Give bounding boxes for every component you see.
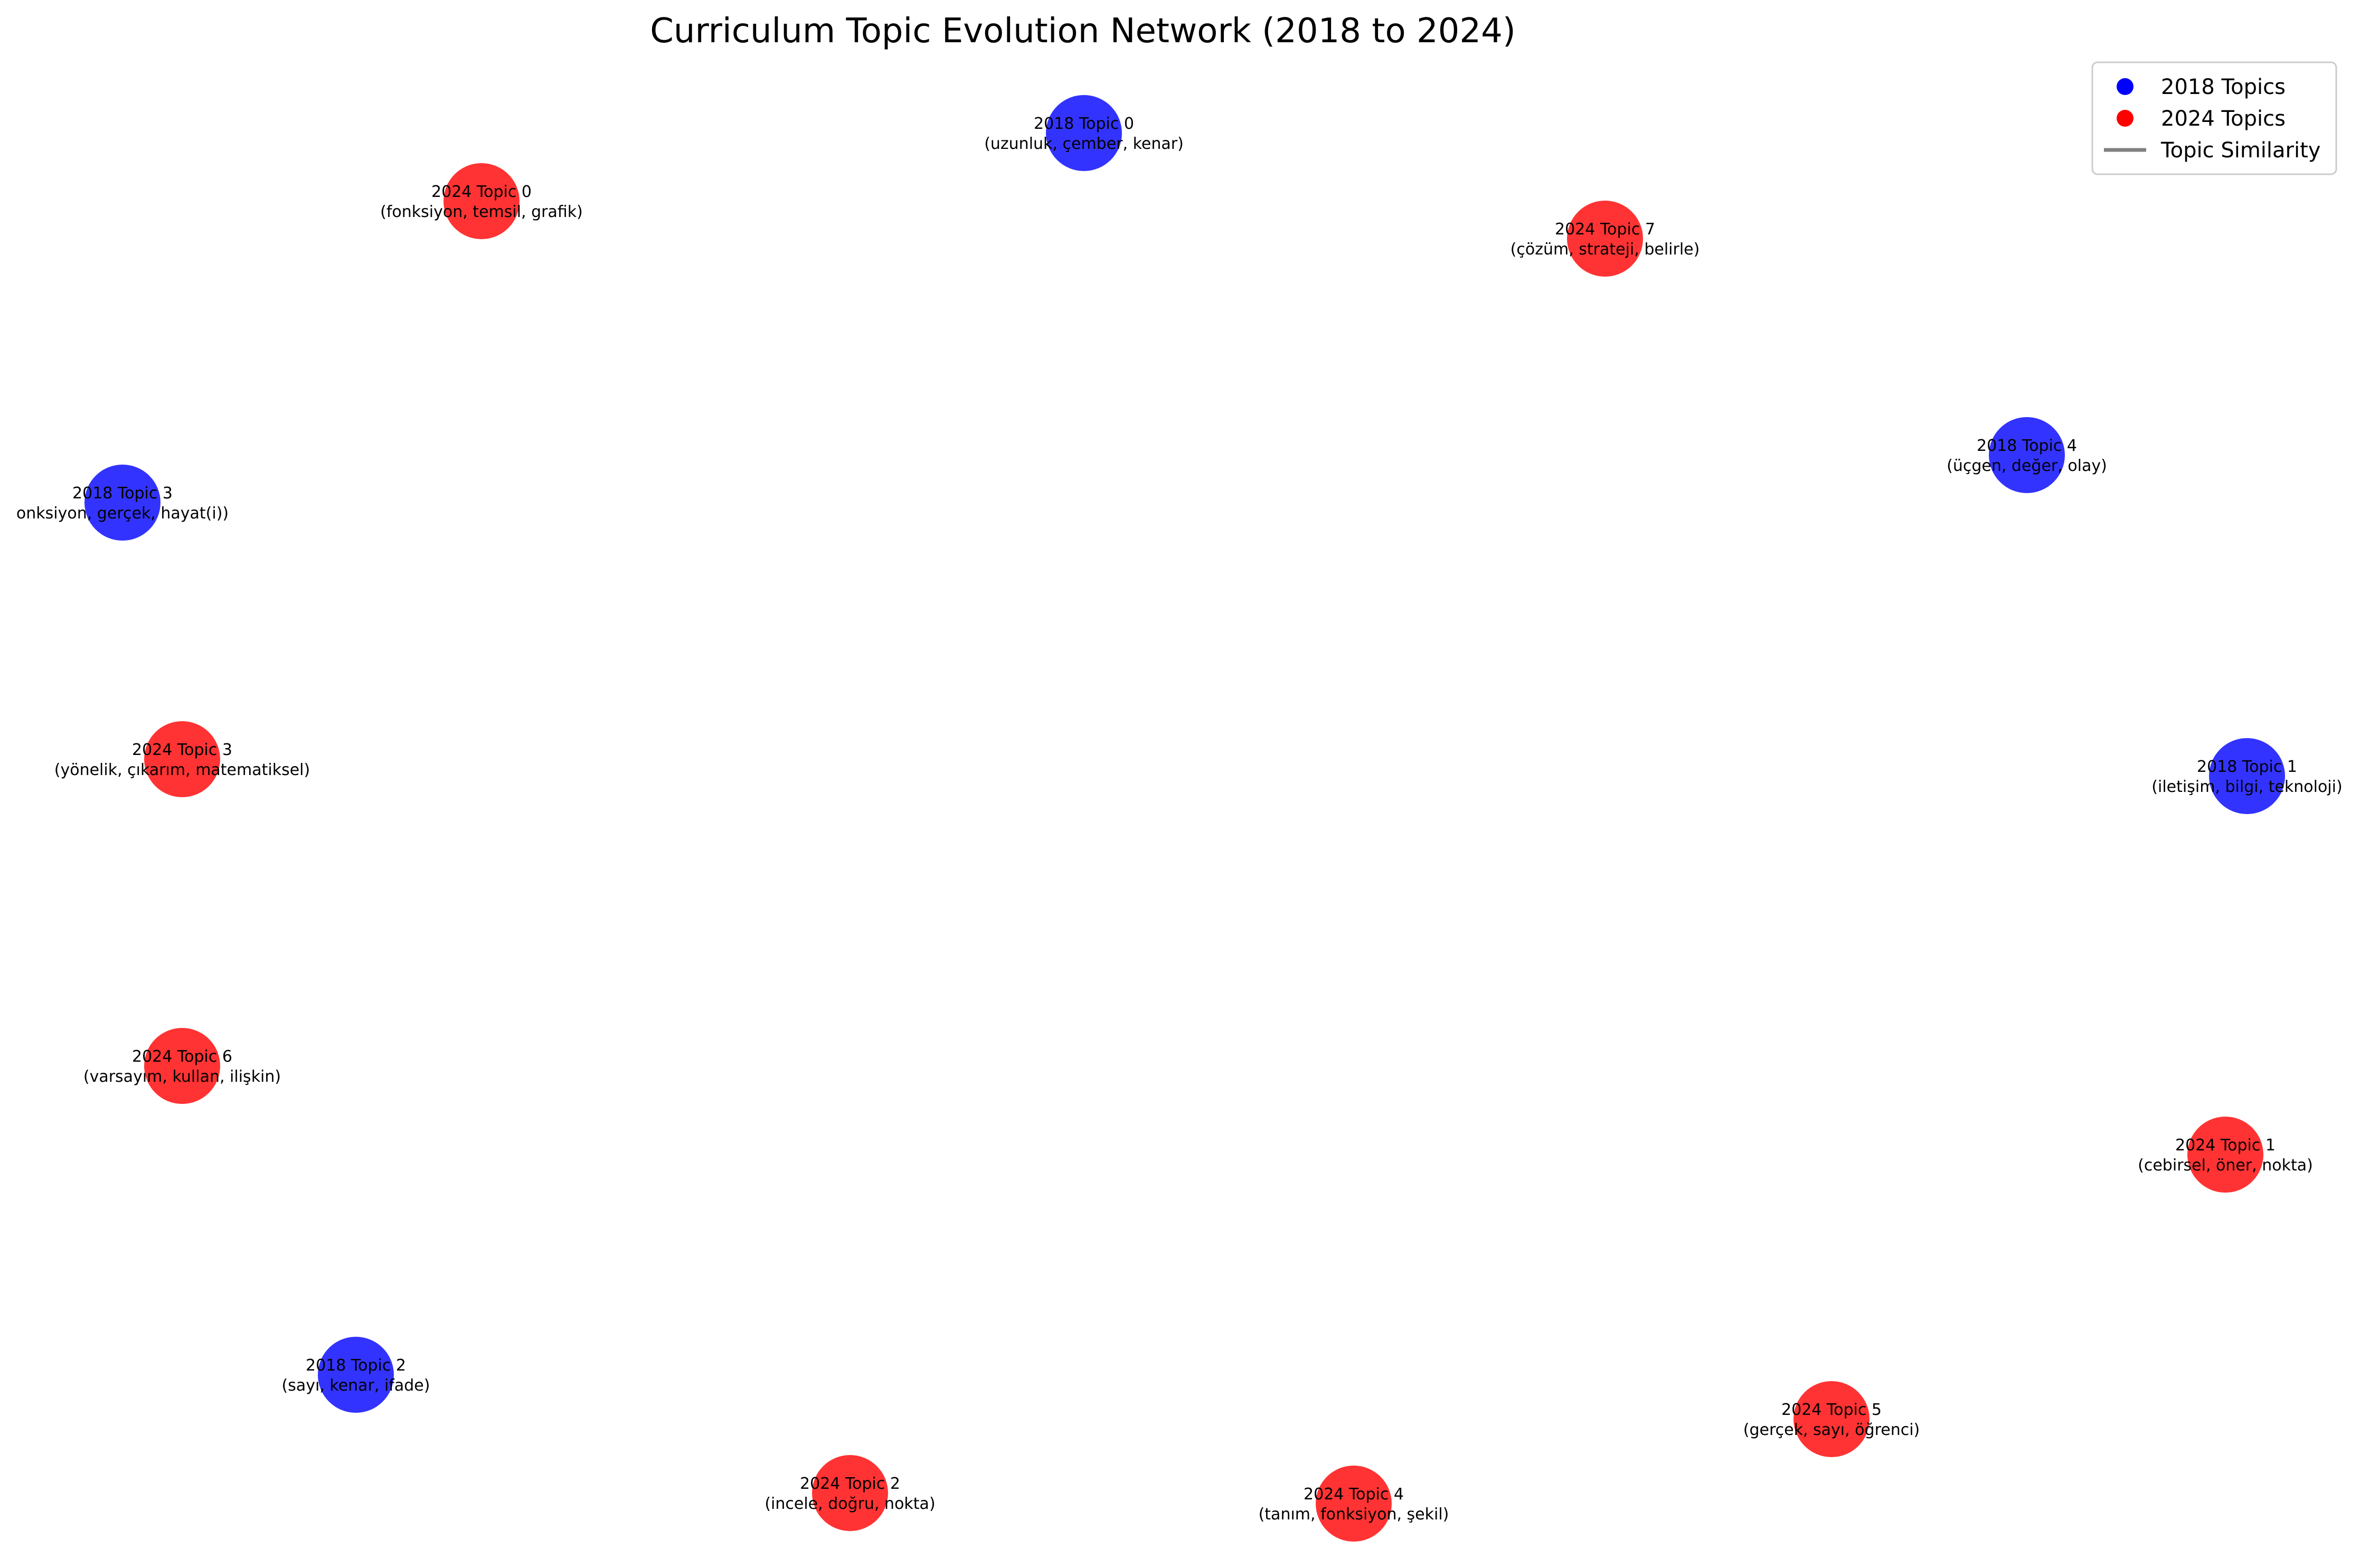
- node-circle[interactable]: [144, 721, 220, 797]
- legend-item-2018: 2018 Topics: [2117, 75, 2286, 99]
- node-keywords: (cebirsel, öner, nokta): [2138, 1156, 2313, 1175]
- topic-node-2024-3[interactable]: 2024 Topic 3 (yönelik, çıkarım, matematik…: [54, 721, 310, 797]
- node-title: 2024 Topic 1: [2175, 1136, 2276, 1155]
- node-keywords: (fonksiyon, temsil, grafik): [380, 203, 583, 221]
- node-circle[interactable]: [1046, 95, 1122, 171]
- node-title: 2018 Topic 2: [306, 1356, 406, 1375]
- node-keywords: (varsayım, kullan, ilişkin): [83, 1068, 281, 1086]
- topic-node-2024-2[interactable]: 2024 Topic 2 (incele, doğru, nokta): [764, 1455, 936, 1531]
- node-circle[interactable]: [2187, 1117, 2263, 1193]
- node-title: 2018 Topic 3: [72, 484, 173, 503]
- node-title: 2024 Topic 2: [800, 1475, 900, 1493]
- node-circle[interactable]: [84, 465, 161, 541]
- node-circle[interactable]: [1793, 1381, 1870, 1457]
- legend-item-edge: Topic Similarity: [2104, 138, 2320, 163]
- node-circle[interactable]: [1567, 201, 1643, 277]
- topic-node-2018-1[interactable]: 2018 Topic 1 (iletişim, bilgi, teknoloji): [2151, 738, 2343, 814]
- legend-item-2024: 2024 Topics: [2117, 107, 2286, 131]
- node-keywords: (incele, doğru, nokta): [764, 1495, 935, 1513]
- node-title: 2024 Topic 7: [1555, 220, 1655, 239]
- topic-node-2024-0[interactable]: 2024 Topic 0 (fonksiyon, temsil, grafik): [380, 163, 583, 239]
- legend-marker: [2117, 110, 2134, 127]
- node-circle[interactable]: [2209, 738, 2285, 814]
- node-keywords: (uzunluk, çember, kenar): [984, 135, 1184, 153]
- legend-label: Topic Similarity: [2160, 138, 2320, 163]
- node-title: 2024 Topic 5: [1781, 1401, 1882, 1419]
- topic-node-2018-4[interactable]: 2018 Topic 4 (üçgen, değer, olay): [1947, 417, 2107, 493]
- legend-label: 2024 Topics: [2161, 107, 2286, 131]
- legend: 2018 Topics 2024 Topics Topic Similarity: [2091, 61, 2337, 175]
- node-keywords: (tanım, fonksiyon, şekil): [1259, 1505, 1449, 1524]
- node-title: 2024 Topic 0: [431, 183, 532, 201]
- topic-node-2024-1[interactable]: 2024 Topic 1(cebirsel, öner, nokta): [2138, 1117, 2313, 1193]
- legend-label: 2018 Topics: [2161, 75, 2286, 99]
- node-keywords: (yönelik, çıkarım, matematiksel): [54, 761, 310, 779]
- legend-frame: [2091, 61, 2337, 175]
- node-title: 2024 Topic 3: [132, 741, 232, 759]
- node-circle[interactable]: [1989, 417, 2065, 493]
- node-title: 2024 Topic 6: [132, 1047, 232, 1066]
- topic-node-2024-4[interactable]: 2024 Topic 4(tanım, fonksiyon, şekil): [1259, 1466, 1449, 1542]
- node-circle[interactable]: [812, 1455, 888, 1531]
- node-keywords: (üçgen, değer, olay): [1947, 457, 2107, 475]
- node-title: 2018 Topic 4: [1977, 437, 2077, 455]
- topic-node-2024-6[interactable]: 2024 Topic 6 (varsayım, kullan, ilişkin): [83, 1028, 281, 1104]
- node-circle[interactable]: [443, 163, 520, 239]
- node-circle[interactable]: [318, 1337, 394, 1413]
- node-title: 2018 Topic 1: [2197, 758, 2297, 776]
- topic-node-2018-0[interactable]: 2018 Topic 0 (uzunluk, çember, kenar): [984, 95, 1184, 171]
- topic-node-2024-7[interactable]: 2024 Topic 7(çözüm, strateji, belirle): [1511, 201, 1700, 277]
- node-circle[interactable]: [1316, 1466, 1392, 1542]
- legend-marker: [2117, 78, 2134, 95]
- node-title: 2018 Topic 0: [1034, 115, 1134, 133]
- node-keywords: (gerçek, sayı, öğrenci): [1743, 1421, 1920, 1439]
- node-keywords: (çözüm, strateji, belirle): [1511, 240, 1700, 259]
- node-keywords: onksiyon, gerçek, hayat(i)): [16, 504, 229, 523]
- chart-title: Curriculum Topic Evolution Network (2018…: [650, 12, 1516, 51]
- node-keywords: (iletişim, bilgi, teknoloji): [2151, 778, 2342, 796]
- topic-node-2018-2[interactable]: 2018 Topic 2(sayı, kenar, ifade): [282, 1337, 430, 1413]
- node-layer: 2018 Topic 0 (uzunluk, çember, kenar) 2024…: [16, 95, 2343, 1542]
- node-circle[interactable]: [144, 1028, 220, 1104]
- node-title: 2024 Topic 4: [1304, 1485, 1404, 1504]
- node-keywords: (sayı, kenar, ifade): [282, 1376, 430, 1395]
- topic-node-2024-5[interactable]: 2024 Topic 5 (gerçek, sayı, öğrenci): [1743, 1381, 1920, 1457]
